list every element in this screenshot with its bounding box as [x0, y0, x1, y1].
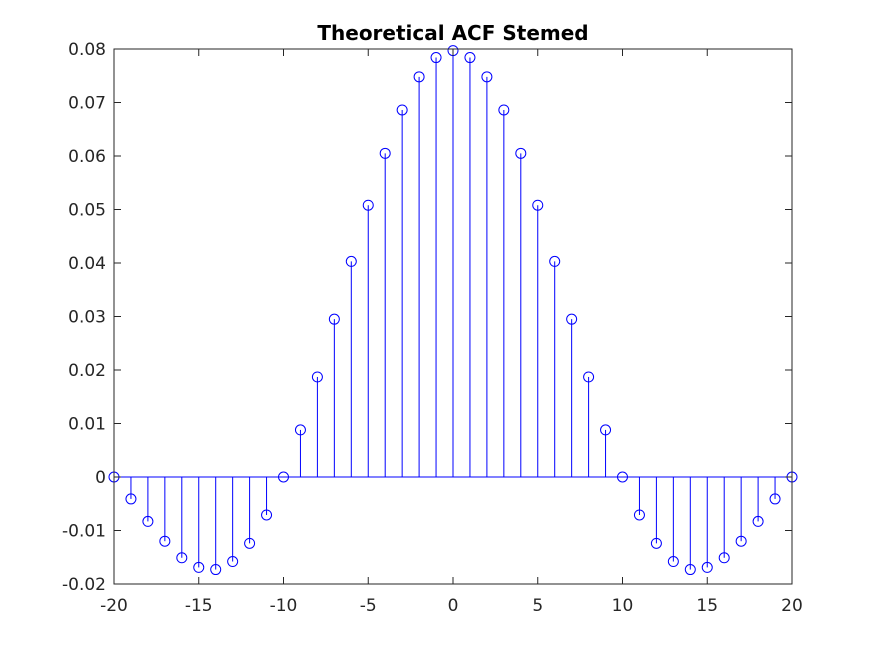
stem-marker — [617, 471, 628, 483]
stem-marker — [362, 199, 374, 211]
y-tick-label: 0.01 — [68, 415, 106, 435]
x-tick-label: -10 — [270, 596, 298, 616]
y-tick-label: 0.04 — [68, 254, 106, 274]
stem-marker — [430, 52, 442, 64]
stem-marker — [735, 535, 747, 547]
stem-marker — [769, 493, 781, 505]
stem-marker — [278, 471, 289, 483]
stem-marker — [396, 104, 408, 116]
stem-marker — [176, 552, 188, 564]
stem-marker — [193, 561, 205, 573]
stem-marker — [718, 552, 730, 564]
chart-title: Theoretical ACF Stemed — [317, 21, 588, 45]
y-tick-label: 0 — [95, 468, 106, 488]
stem-marker — [125, 493, 137, 505]
y-tick-label: 0.03 — [68, 308, 106, 328]
stem-marker — [583, 371, 595, 383]
stem-marker — [413, 71, 425, 83]
stem-marker — [311, 371, 323, 383]
stem-marker — [667, 556, 679, 568]
stem-marker — [379, 147, 391, 159]
stem-marker — [650, 537, 662, 549]
stem-marker — [227, 556, 239, 568]
x-tick-label: 0 — [448, 596, 459, 616]
x-tick-label: 5 — [532, 596, 543, 616]
stem-marker — [566, 313, 578, 325]
x-tick-label: -5 — [360, 596, 377, 616]
y-tick-label: 0.07 — [68, 94, 106, 114]
stems-layer — [108, 45, 798, 576]
stem-marker — [481, 71, 493, 83]
stem-marker — [294, 424, 306, 436]
stem-marker — [684, 564, 696, 576]
ticks-layer: -20 -15 -10 -5 0 5 10 15 20 -0.02 -0.01 0 0.01 0.02 0.… — [62, 40, 803, 616]
y-tick-label: 0.06 — [68, 147, 106, 167]
stem-marker — [345, 255, 357, 267]
stem-marker — [532, 199, 544, 211]
x-tick-label: -20 — [100, 596, 128, 616]
y-tick-label: 0.05 — [68, 201, 106, 221]
stem-marker — [210, 564, 222, 576]
stem-marker — [159, 535, 171, 547]
stem-marker — [244, 537, 256, 549]
stem-marker — [600, 424, 612, 436]
stem-marker — [328, 313, 340, 325]
stem-marker — [498, 104, 510, 116]
y-tick-label: 0.02 — [68, 361, 106, 381]
x-tick-label: 15 — [696, 596, 718, 616]
stem-marker — [464, 52, 476, 64]
y-tick-label: -0.02 — [62, 575, 106, 595]
stem-marker — [633, 509, 645, 521]
stem-marker — [515, 147, 527, 159]
x-tick-label: 20 — [781, 596, 803, 616]
stem-marker — [701, 561, 713, 573]
y-tick-label: 0.08 — [68, 40, 106, 60]
x-tick-label: -15 — [185, 596, 213, 616]
y-tick-label: -0.01 — [62, 522, 106, 542]
x-tick-label: 10 — [612, 596, 634, 616]
stem-marker — [549, 255, 561, 267]
stem-marker — [261, 509, 273, 521]
stem-marker — [752, 515, 764, 527]
stem-marker — [142, 515, 154, 527]
